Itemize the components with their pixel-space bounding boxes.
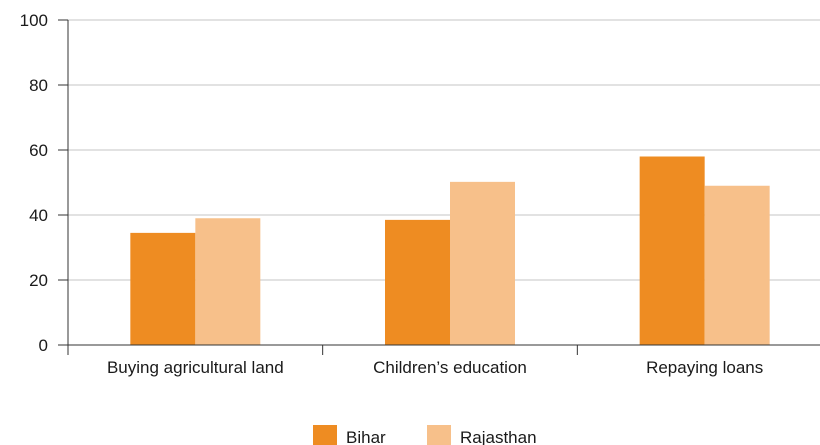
legend-label: Rajasthan xyxy=(460,428,537,445)
x-category-label: Children’s education xyxy=(373,358,527,377)
y-tick-label: 100 xyxy=(20,11,48,30)
y-tick-label: 60 xyxy=(29,141,48,160)
bars xyxy=(130,157,769,346)
bar-bihar-1 xyxy=(385,220,450,345)
y-tick-label: 40 xyxy=(29,206,48,225)
y-tick-label: 80 xyxy=(29,76,48,95)
bar-rajasthan-1 xyxy=(450,182,515,345)
legend-swatch xyxy=(313,425,337,445)
bar-bihar-0 xyxy=(130,233,195,345)
legend-swatch xyxy=(427,425,451,445)
bar-rajasthan-2 xyxy=(705,186,770,345)
x-category-label: Buying agricultural land xyxy=(107,358,284,377)
y-axis-ticks: 0 20 40 60 80 100 xyxy=(20,11,68,355)
legend-label: Bihar xyxy=(346,428,386,445)
legend-item-bihar: Bihar xyxy=(313,425,386,445)
y-tick-label: 0 xyxy=(39,336,48,355)
x-axis-categories: Buying agricultural land Children’s educa… xyxy=(68,345,763,377)
legend: Bihar Rajasthan xyxy=(313,425,537,445)
bar-bihar-2 xyxy=(640,157,705,346)
x-category-label: Repaying loans xyxy=(646,358,763,377)
y-tick-label: 20 xyxy=(29,271,48,290)
bar-rajasthan-0 xyxy=(195,218,260,345)
legend-item-rajasthan: Rajasthan xyxy=(427,425,537,445)
